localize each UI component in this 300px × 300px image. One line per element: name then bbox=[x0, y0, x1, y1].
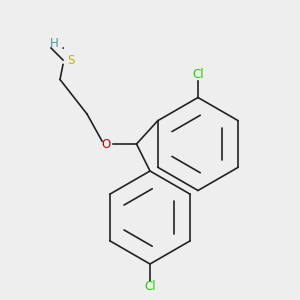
Text: Cl: Cl bbox=[192, 68, 204, 82]
Text: Cl: Cl bbox=[144, 280, 156, 293]
Text: S: S bbox=[67, 53, 74, 67]
Text: H: H bbox=[50, 37, 58, 50]
Text: ·: · bbox=[61, 43, 65, 56]
Text: O: O bbox=[102, 137, 111, 151]
